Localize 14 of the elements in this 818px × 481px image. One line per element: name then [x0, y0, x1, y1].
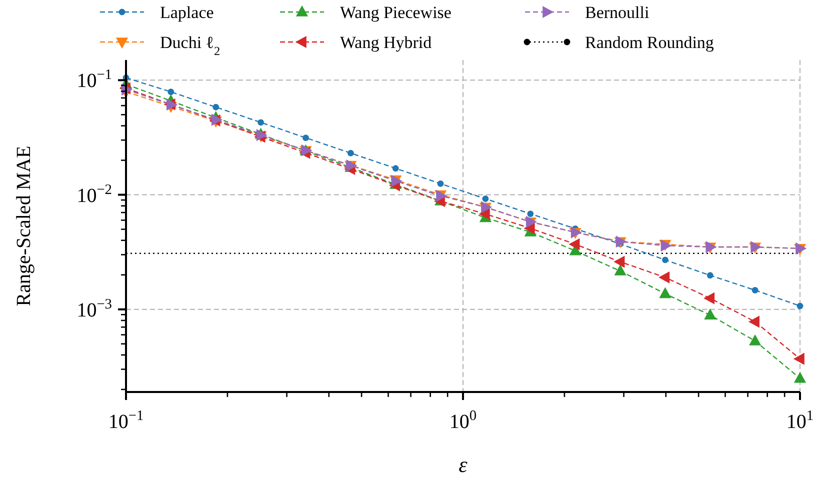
legend-label: Bernoulli	[585, 3, 650, 22]
y-tick-label: 10$^{−2}$	[76, 182, 112, 207]
legend-label: Wang Piecewise	[340, 3, 452, 22]
y-tick-label: 10$^{−1}$	[76, 67, 112, 92]
x-tick-label: 10$^{−1}$	[108, 408, 144, 433]
x-tick-label: 10$^{1}$	[786, 408, 814, 433]
x-axis-title: ε	[458, 452, 468, 477]
legend-label: Wang Hybrid	[340, 33, 432, 52]
legend-label: Random Rounding	[585, 33, 714, 52]
y-tick-label: 10$^{−3}$	[76, 296, 112, 322]
y-axis-title: Range-Scaled MAE	[13, 146, 35, 306]
legend-label: Duchi ℓ$_{2}$	[160, 33, 220, 58]
legend-label: Laplace	[160, 3, 214, 22]
x-tick-label: 10$^{0}$	[449, 408, 477, 433]
